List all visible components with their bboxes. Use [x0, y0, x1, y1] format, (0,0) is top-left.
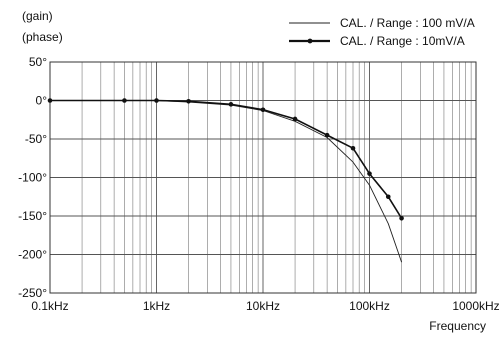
data-point — [47, 98, 53, 103]
x-tick-label: 0.1kHz — [31, 299, 68, 313]
grid-layer — [49, 61, 477, 294]
y-tick-label: -100° — [18, 171, 47, 185]
data-point — [385, 194, 391, 200]
data-point — [154, 98, 159, 103]
legend-label-1: CAL. / Range : 100 mV/A — [340, 16, 475, 30]
data-point — [350, 145, 356, 151]
y-tick-label: 50° — [29, 55, 47, 69]
x-tick-label: 10kHz — [246, 299, 280, 313]
y-tick-label: -250° — [18, 286, 47, 300]
data-point — [399, 216, 404, 221]
x-tick-label: 100kHz — [349, 299, 390, 313]
legend: CAL. / Range : 100 mV/A CAL. / Range : 10… — [289, 16, 475, 48]
series-layer — [47, 98, 404, 263]
data-point — [367, 171, 372, 176]
y-tick-label: 0° — [36, 94, 48, 108]
y-axis-label-gain: (gain) — [22, 9, 53, 23]
legend-label-2: CAL. / Range : 10mV/A — [340, 34, 465, 48]
data-point — [260, 107, 266, 113]
data-point — [228, 102, 234, 107]
y-tick-label: -50° — [25, 132, 47, 146]
series-line-1 — [50, 100, 403, 263]
y-axis-label-phase: (phase) — [22, 30, 63, 44]
y-tick-label: -200° — [18, 248, 47, 262]
series-line-2 — [50, 99, 403, 219]
y-tick-label: -150° — [18, 209, 47, 223]
legend-marker-2 — [307, 38, 313, 44]
x-tick-label: 1000kHz — [452, 299, 499, 313]
data-point — [324, 132, 330, 138]
data-point — [292, 116, 298, 122]
x-tick-label: 1kHz — [143, 299, 170, 313]
x-axis-label: Frequency — [429, 319, 486, 333]
data-point — [186, 98, 191, 104]
plot-frame — [49, 61, 477, 294]
data-point — [122, 98, 127, 103]
tick-labels: 50° 0° -50° -100° -150° -200° -250°0.1kHz 1kHz 1… — [18, 55, 500, 313]
